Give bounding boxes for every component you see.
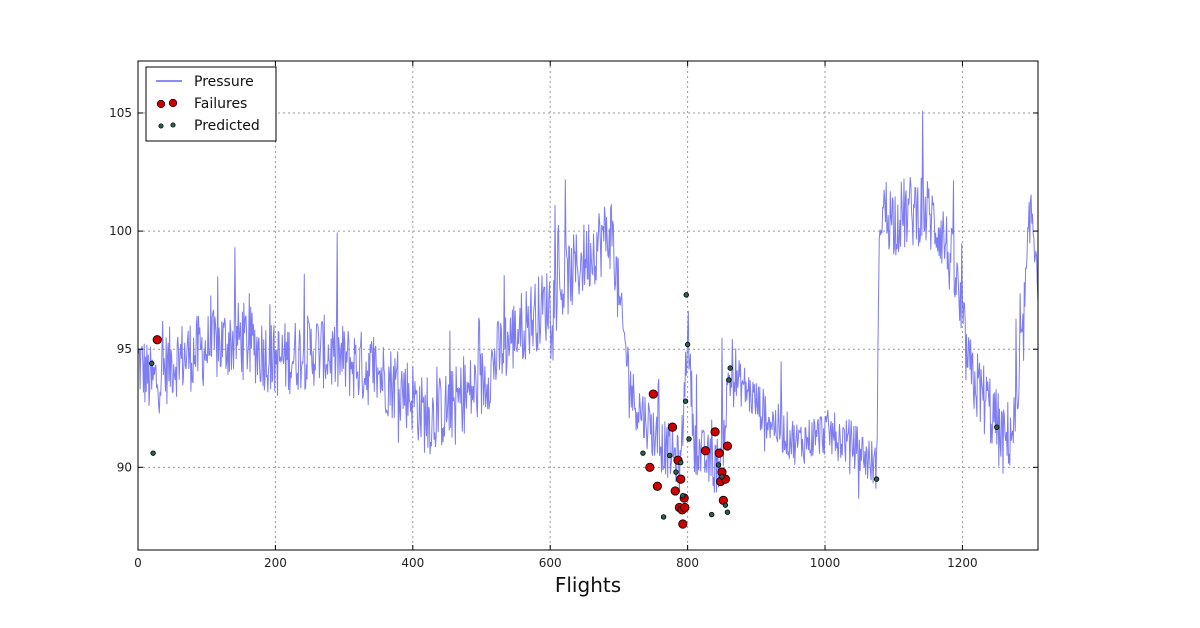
series-line-pressure <box>138 110 1038 499</box>
x-tick-label: 600 <box>539 556 562 570</box>
data-point-predicted <box>680 492 686 499</box>
data-point-failures <box>680 502 690 513</box>
data-point-predicted <box>727 365 733 371</box>
data-point-predicted <box>684 341 691 348</box>
x-tick-label: 1000 <box>810 556 841 570</box>
x-tick-label: 0 <box>134 556 142 570</box>
x-tick-label: 200 <box>264 556 287 570</box>
x-tick-label: 1200 <box>947 556 978 570</box>
data-point-failures <box>648 389 658 399</box>
data-point-predicted <box>683 292 689 298</box>
data-point-failures <box>667 422 678 432</box>
data-point-predicted <box>640 450 646 456</box>
y-tick-label: 95 <box>117 342 132 356</box>
data-point-predicted <box>149 360 155 367</box>
plot-frame <box>137 60 1039 551</box>
legend-swatch-predicted <box>158 123 164 129</box>
plot-area <box>138 110 1038 529</box>
data-point-predicted <box>708 511 715 518</box>
x-tick-label: 800 <box>676 556 699 570</box>
axes: 0 200 400 600 800 1000 1200 90 95 100 105 <box>109 61 1038 570</box>
data-point-failures <box>676 474 686 484</box>
data-point-predicted <box>673 469 679 475</box>
data-point-predicted <box>722 502 729 508</box>
data-point-failures <box>700 446 711 456</box>
data-point-failures <box>722 441 733 451</box>
y-tick-label: 90 <box>117 460 132 474</box>
legend-swatch-predicted <box>170 122 176 128</box>
y-tick-label: 105 <box>109 106 132 120</box>
y-tick-label: 100 <box>109 224 132 238</box>
legend-box <box>145 66 277 142</box>
data-point-failures <box>652 481 662 491</box>
data-point-predicted <box>715 462 722 468</box>
data-point-failures <box>710 427 720 437</box>
data-point-failures <box>645 462 655 472</box>
legend-swatch-failures <box>156 99 166 109</box>
data-point-predicted <box>994 424 1000 430</box>
legend: Pressure Failures Predicted <box>145 66 277 142</box>
data-point-predicted <box>682 398 689 404</box>
data-point-predicted <box>726 377 732 383</box>
data-point-failures <box>678 519 688 529</box>
data-point-failures <box>714 448 724 458</box>
x-tick-label: 400 <box>401 556 424 570</box>
data-point-predicted <box>719 474 725 480</box>
data-point-predicted <box>724 509 731 515</box>
data-point-failures <box>670 486 680 496</box>
data-point-failures <box>152 335 162 345</box>
data-point-predicted <box>873 476 880 482</box>
legend-label-pressure: Pressure <box>194 74 254 90</box>
data-point-predicted <box>667 452 673 459</box>
data-point-predicted <box>678 459 684 466</box>
legend-swatch-failures <box>168 98 178 108</box>
data-point-predicted <box>686 436 692 442</box>
legend-label-failures: Failures <box>194 96 247 112</box>
legend-label-predicted: Predicted <box>194 118 260 134</box>
data-point-predicted <box>660 514 667 520</box>
x-axis-title: Flights <box>555 573 621 597</box>
grid <box>137 61 1038 550</box>
data-point-predicted <box>150 450 156 456</box>
